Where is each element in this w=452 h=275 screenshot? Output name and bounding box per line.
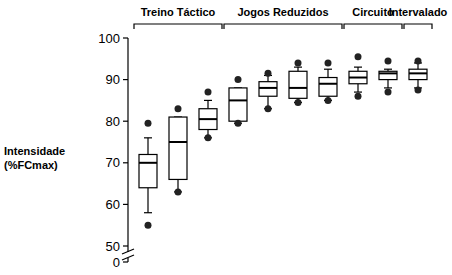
group-bracket <box>344 24 402 29</box>
outlier <box>145 222 152 229</box>
axis-break <box>122 255 134 260</box>
whisker-cap <box>354 91 362 92</box>
outlier <box>385 89 392 96</box>
median <box>289 87 307 89</box>
box <box>379 71 397 79</box>
box <box>349 71 367 83</box>
outlier <box>295 99 302 106</box>
median <box>319 83 337 85</box>
y-axis-label: Intensidade <box>4 145 65 157</box>
y-tick <box>123 37 128 38</box>
outlier <box>415 87 422 94</box>
y-tick-label: 0 <box>113 255 120 270</box>
group-bracket <box>404 24 432 29</box>
y-tick <box>123 261 128 262</box>
box <box>169 117 187 179</box>
box <box>199 109 217 130</box>
group-bracket <box>224 24 342 29</box>
y-tick-label: 70 <box>106 155 120 170</box>
y-tick-label: 80 <box>106 114 120 129</box>
group-label: Intervalado <box>389 6 448 18</box>
whisker-low <box>147 188 148 213</box>
outlier <box>265 70 272 77</box>
whisker-cap <box>324 69 332 70</box>
outlier <box>325 59 332 66</box>
y-tick <box>123 204 128 205</box>
whisker-cap <box>144 212 152 213</box>
outlier <box>295 59 302 66</box>
y-tick <box>123 121 128 122</box>
whisker-high <box>147 138 148 155</box>
outlier <box>325 97 332 104</box>
box <box>229 88 247 121</box>
whisker-cap <box>384 87 392 88</box>
group-label: Treino Táctico <box>141 6 216 18</box>
whisker-cap <box>384 69 392 70</box>
outlier <box>205 134 212 141</box>
outlier <box>415 57 422 64</box>
whisker-high <box>297 67 298 71</box>
boxes <box>139 53 427 228</box>
y-axis <box>127 38 128 262</box>
axis-break <box>122 249 134 254</box>
outlier <box>355 93 362 100</box>
chart: 050 60 70 80 90 100 Intensidade (%FCmax) Treino … <box>0 0 452 275</box>
median <box>379 72 397 74</box>
whisker-low <box>357 84 358 92</box>
y-tick-label: 100 <box>98 31 120 46</box>
outlier <box>235 76 242 83</box>
box <box>289 71 307 98</box>
whisker-high <box>357 67 358 71</box>
outlier <box>235 120 242 127</box>
median <box>199 118 217 120</box>
whisker-cap <box>144 137 152 138</box>
box <box>139 154 157 187</box>
outlier <box>175 188 182 195</box>
median <box>169 141 187 143</box>
box <box>319 78 337 97</box>
median <box>259 87 277 89</box>
y-tick <box>123 79 128 80</box>
y-tick <box>123 245 128 246</box>
whisker-high <box>207 100 208 108</box>
median <box>349 77 367 79</box>
outlier <box>385 57 392 64</box>
whisker-cap <box>204 100 212 101</box>
group-bracket <box>134 24 222 29</box>
outlier <box>175 105 182 112</box>
outlier <box>265 105 272 112</box>
box <box>259 82 277 97</box>
median <box>139 162 157 164</box>
y-tick-label: 50 <box>106 239 120 254</box>
median <box>229 99 247 101</box>
y-tick <box>123 162 128 163</box>
median <box>409 72 427 74</box>
group-label: Jogos Reduzidos <box>237 6 328 18</box>
outlier <box>145 120 152 127</box>
y-tick-label: 60 <box>106 197 120 212</box>
outlier <box>355 53 362 60</box>
whisker-low <box>387 80 388 88</box>
whisker-cap <box>294 67 302 68</box>
outlier <box>205 89 212 96</box>
y-tick-label: 90 <box>106 72 120 87</box>
y-axis-label: (%FCmax) <box>4 159 58 171</box>
box <box>409 69 427 79</box>
whisker-cap <box>354 67 362 68</box>
whisker-high <box>327 69 328 77</box>
